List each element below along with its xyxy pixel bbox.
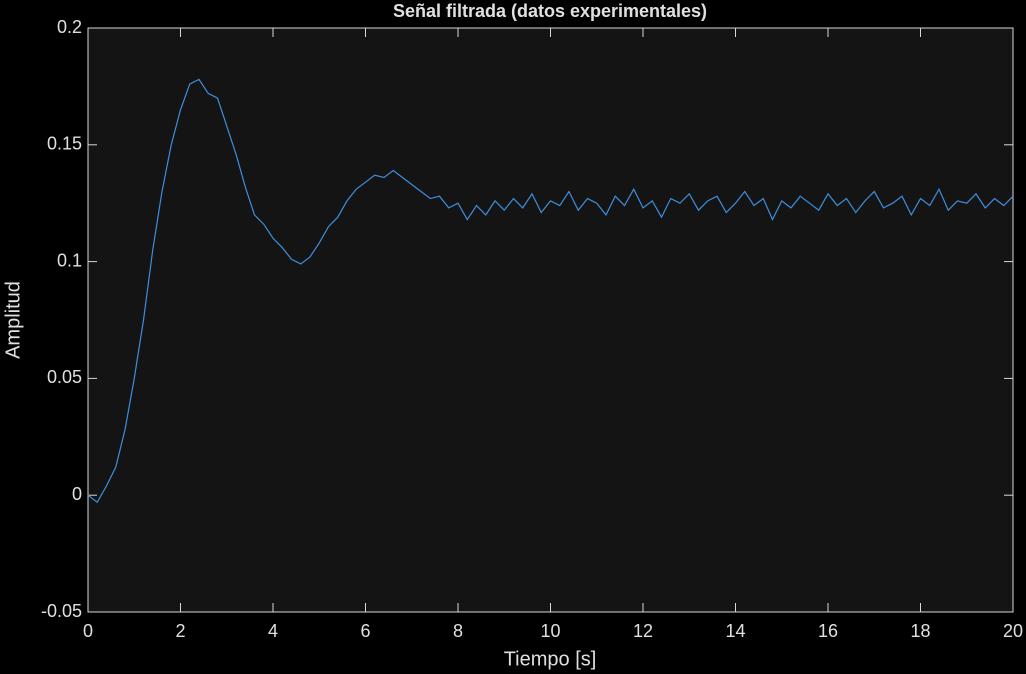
y-axis-label: Amplitud <box>2 281 24 359</box>
chart-title: Señal filtrada (datos experimentales) <box>393 1 707 21</box>
x-tick-label: 10 <box>540 621 560 641</box>
y-tick-label: 0.1 <box>57 250 82 270</box>
y-tick-label: 0.2 <box>57 17 82 37</box>
x-tick-label: 6 <box>360 621 370 641</box>
data-line <box>87 78 1014 504</box>
x-tick-label: 16 <box>818 621 838 641</box>
x-tick-label: 4 <box>268 621 278 641</box>
y-tick-label: 0.05 <box>47 367 82 387</box>
x-tick-label: 20 <box>1003 621 1023 641</box>
x-tick-label: 12 <box>633 621 653 641</box>
y-tick-label: 0 <box>72 484 82 504</box>
plot-area <box>87 27 1014 613</box>
x-axis-label: Tiempo [s] <box>504 648 597 670</box>
x-tick-label: 18 <box>910 621 930 641</box>
x-tick-label: 14 <box>725 621 745 641</box>
y-tick-label: 0.15 <box>47 134 82 154</box>
x-tick-label: 2 <box>175 621 185 641</box>
y-tick-label: -0.05 <box>41 601 82 621</box>
x-tick-label: 0 <box>83 621 93 641</box>
x-tick-label: 8 <box>453 621 463 641</box>
